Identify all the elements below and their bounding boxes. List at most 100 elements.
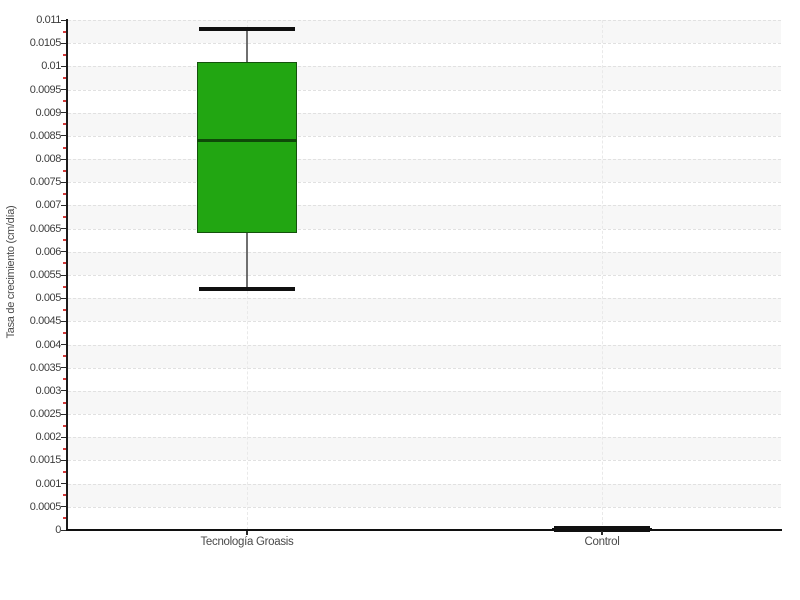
y-tick-label: 0.004 xyxy=(35,338,61,351)
y-tick-label: 0.0035 xyxy=(29,361,62,374)
y-tick-label: 0.006 xyxy=(35,245,61,258)
y-tick-mark xyxy=(61,483,66,485)
background-band xyxy=(68,136,781,159)
y-tick-label: 0.01 xyxy=(41,60,61,73)
y-tick-mark xyxy=(61,251,66,253)
y-tick-label: 0.0075 xyxy=(29,176,62,189)
y-tick-mark xyxy=(61,158,66,160)
horizontal-gridline xyxy=(68,506,781,508)
horizontal-gridline xyxy=(68,390,781,392)
y-tick-mark xyxy=(61,42,66,44)
background-band xyxy=(68,298,781,322)
y-tick-label: 0.007 xyxy=(35,199,61,212)
x-tick-mark xyxy=(601,531,603,535)
y-minor-tick-mark xyxy=(63,53,66,56)
y-minor-tick-mark xyxy=(63,30,66,33)
y-minor-tick-mark xyxy=(63,331,66,334)
background-band xyxy=(68,483,781,507)
horizontal-gridline xyxy=(68,20,781,21)
upper-whisker-stem xyxy=(246,29,248,62)
y-minor-tick-mark xyxy=(63,285,66,288)
horizontal-gridline xyxy=(68,367,781,369)
y-tick-label: 0.003 xyxy=(35,384,61,397)
horizontal-gridline xyxy=(68,228,781,230)
lower-whisker-cap xyxy=(199,286,295,291)
y-tick-label: 0 xyxy=(55,524,61,536)
horizontal-gridline xyxy=(68,89,781,91)
y-tick-label: 0.001 xyxy=(35,477,61,490)
y-tick-label: 0.0015 xyxy=(29,454,62,467)
y-tick-label: 0.0005 xyxy=(29,500,62,513)
y-minor-tick-mark xyxy=(63,123,66,126)
horizontal-gridline xyxy=(68,66,781,68)
y-minor-tick-mark xyxy=(63,447,66,450)
background-band xyxy=(68,43,781,66)
background-band xyxy=(68,275,781,298)
background-band xyxy=(68,368,781,391)
horizontal-gridline xyxy=(68,437,781,439)
background-band xyxy=(68,460,781,483)
x-axis-line xyxy=(66,529,782,531)
background-band xyxy=(68,344,781,368)
y-tick-mark xyxy=(61,367,66,369)
background-band xyxy=(68,159,781,183)
y-minor-tick-mark xyxy=(63,355,66,358)
y-tick-mark xyxy=(61,413,66,415)
y-tick-mark xyxy=(61,297,66,299)
y-minor-tick-mark xyxy=(63,169,66,172)
y-axis-line xyxy=(66,19,68,531)
y-tick-mark xyxy=(61,19,66,21)
y-minor-tick-mark xyxy=(63,192,66,195)
vertical-gridline xyxy=(602,20,603,530)
horizontal-gridline xyxy=(68,460,781,462)
background-band xyxy=(68,90,781,113)
y-minor-tick-mark xyxy=(63,100,66,103)
iqr-box xyxy=(197,61,297,234)
horizontal-gridline xyxy=(68,205,781,207)
background-band xyxy=(68,437,781,461)
background-band xyxy=(68,112,781,136)
y-tick-label: 0.0095 xyxy=(29,83,62,96)
y-tick-label: 0.0085 xyxy=(29,129,62,142)
background-band xyxy=(68,321,781,344)
y-tick-mark xyxy=(61,181,66,183)
y-tick-mark xyxy=(61,436,66,438)
y-tick-label: 0.005 xyxy=(35,292,61,305)
y-tick-label: 0.0065 xyxy=(29,222,62,235)
upper-whisker-cap xyxy=(199,27,295,32)
y-minor-tick-mark xyxy=(63,146,66,149)
y-tick-label: 0.011 xyxy=(36,14,61,26)
horizontal-gridline xyxy=(68,159,781,161)
background-band xyxy=(68,205,781,229)
y-minor-tick-mark xyxy=(63,494,66,497)
y-tick-mark xyxy=(61,204,66,206)
background-band xyxy=(68,390,781,415)
horizontal-gridline xyxy=(68,344,781,346)
y-tick-label: 0.0105 xyxy=(29,37,62,50)
x-category-label: Tecnología Groasis xyxy=(200,536,294,548)
y-minor-tick-mark xyxy=(63,308,66,311)
horizontal-gridline xyxy=(68,43,781,45)
y-tick-mark xyxy=(61,112,66,114)
y-minor-tick-mark xyxy=(63,216,66,219)
x-category-label: Control xyxy=(584,536,620,548)
y-minor-tick-mark xyxy=(63,517,66,520)
y-tick-label: 0.0045 xyxy=(29,315,62,328)
horizontal-gridline xyxy=(68,483,781,485)
horizontal-gridline xyxy=(68,182,781,184)
background-band xyxy=(68,66,781,90)
y-minor-tick-mark xyxy=(63,262,66,265)
horizontal-gridline xyxy=(68,275,781,276)
y-minor-tick-mark xyxy=(63,401,66,404)
horizontal-gridline xyxy=(68,251,781,253)
y-tick-mark xyxy=(61,65,66,67)
horizontal-gridline xyxy=(68,298,781,300)
horizontal-gridline xyxy=(68,135,781,137)
y-minor-tick-mark xyxy=(63,239,66,242)
y-tick-mark xyxy=(61,274,66,276)
y-minor-tick-mark xyxy=(63,424,66,427)
y-tick-mark xyxy=(61,89,66,91)
median-line xyxy=(197,139,297,142)
x-tick-mark xyxy=(246,531,248,535)
background-band xyxy=(68,229,781,252)
